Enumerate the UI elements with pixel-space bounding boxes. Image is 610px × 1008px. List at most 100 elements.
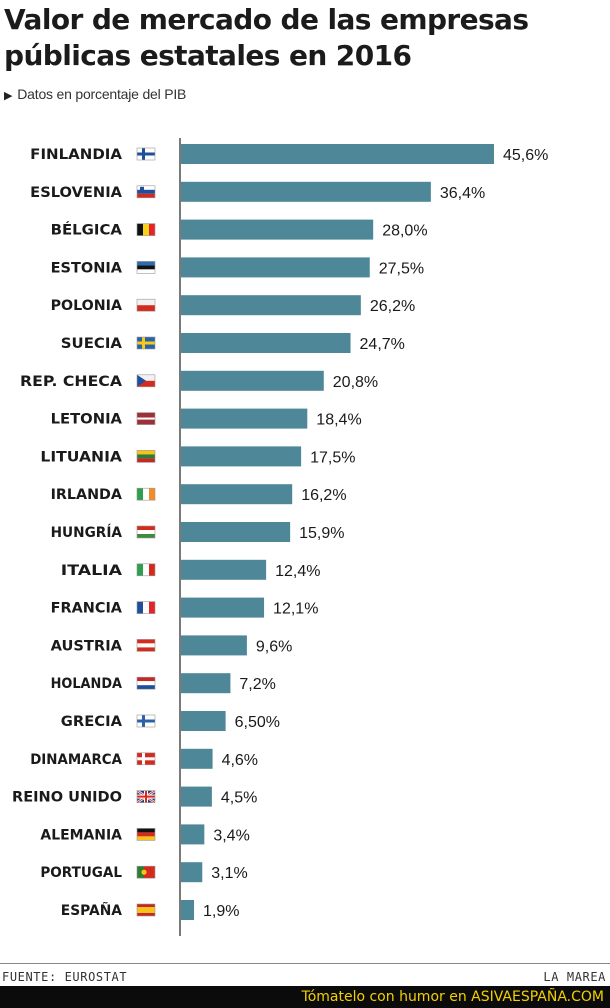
- bar: [181, 673, 231, 694]
- flag-part: [137, 412, 155, 418]
- source-note: FUENTE: EUROSTAT: [2, 970, 128, 984]
- flag-part: [137, 601, 143, 614]
- flag-part: [140, 186, 144, 192]
- flag-border: [136, 828, 156, 841]
- flag-border: [136, 487, 156, 501]
- hungary-flag-icon: [136, 525, 156, 539]
- flag-part: [137, 836, 155, 841]
- flag-part: [149, 601, 155, 614]
- category-label: HOLANDA: [51, 676, 123, 692]
- watermark-text[interactable]: Tómatelo con humor en ASIVAESPAÑA.COM: [301, 989, 604, 1005]
- bar: [181, 862, 203, 883]
- bar: [181, 181, 431, 202]
- bar: [181, 446, 302, 467]
- bar: [181, 333, 351, 353]
- category-label: HUNGRÍA: [51, 524, 123, 541]
- flag-part: [137, 913, 155, 916]
- uk-flag-icon: [136, 789, 156, 804]
- category-label: DINAMARCA: [30, 752, 122, 768]
- finland-flag-icon: [136, 147, 156, 161]
- flag-part: [137, 374, 146, 387]
- flag-border: [136, 374, 156, 388]
- publisher-name: LA MAREA: [543, 970, 606, 984]
- value-label: 15,9%: [299, 525, 344, 542]
- flag-part: [137, 832, 155, 837]
- value-label: 20,8%: [333, 374, 378, 391]
- category-label: LITUANIA: [40, 449, 122, 465]
- flag-part: [137, 904, 155, 907]
- value-label: 12,4%: [275, 563, 320, 580]
- flag-part: [137, 647, 155, 652]
- italy-flag-icon: [136, 563, 156, 577]
- bar: [181, 408, 308, 429]
- value-label: 28,0%: [382, 223, 427, 240]
- bar: [181, 484, 293, 505]
- flag-part: [137, 380, 155, 387]
- flag-part: [137, 719, 155, 723]
- flag-part: [137, 526, 155, 530]
- bar: [181, 900, 195, 920]
- greece-flag-icon: [136, 714, 156, 728]
- belgium-flag-icon: [136, 223, 156, 236]
- value-label: 12,1%: [273, 601, 318, 618]
- lithuania-flag-icon: [136, 450, 156, 463]
- footer-divider: [0, 963, 610, 964]
- flag-part: [137, 305, 155, 312]
- spain-flag-icon: [136, 903, 156, 917]
- flag-part: [137, 685, 155, 690]
- flag-part: [143, 488, 149, 501]
- bar: [181, 559, 267, 580]
- slovenia-flag-icon: [136, 185, 156, 199]
- flag-part: [137, 639, 155, 644]
- flag-border: [136, 714, 156, 728]
- flag-part: [137, 269, 155, 274]
- czech-flag-icon: [136, 374, 156, 388]
- value-label: 36,4%: [440, 185, 485, 202]
- bar: [181, 522, 291, 542]
- ireland-flag-icon: [136, 487, 156, 501]
- flag-border: [136, 261, 156, 274]
- flag-part: [144, 866, 155, 879]
- flag-border: [136, 752, 156, 766]
- flag-part: [137, 866, 144, 879]
- flag-part: [137, 563, 143, 576]
- sweden-flag-icon: [136, 336, 156, 350]
- flag-border: [136, 865, 156, 879]
- flag-border: [136, 147, 156, 161]
- flag-part: [137, 488, 143, 501]
- chart-subtitle: ▶ Datos en porcentaje del PIB: [4, 86, 186, 102]
- value-label: 45,6%: [503, 147, 548, 164]
- flag-part: [137, 265, 155, 270]
- flag-border: [136, 298, 156, 312]
- flag-part: [137, 185, 155, 190]
- value-label: 1,9%: [203, 903, 239, 920]
- category-label: POLONIA: [51, 298, 123, 314]
- flag-part: [137, 454, 155, 459]
- flag-part: [137, 189, 155, 194]
- flag-border: [136, 525, 156, 539]
- flag-part: [137, 677, 155, 682]
- bar: [181, 786, 212, 807]
- flag-part: [137, 530, 155, 534]
- flag-part: [137, 681, 155, 686]
- flag-part: [137, 757, 155, 761]
- category-label: ITALIA: [61, 563, 122, 579]
- value-label: 26,2%: [370, 298, 415, 315]
- value-label: 27,5%: [379, 260, 424, 277]
- bar: [181, 295, 361, 316]
- category-label: BÉLGICA: [51, 222, 123, 239]
- flag-border: [136, 412, 156, 425]
- austria-flag-icon: [136, 639, 156, 652]
- flag-part: [143, 563, 149, 576]
- watermark-banner[interactable]: Tómatelo con humor en ASIVAESPAÑA.COM: [0, 986, 610, 1008]
- category-label: SUECIA: [61, 336, 122, 352]
- flag-part: [149, 563, 155, 576]
- flag-part: [137, 643, 155, 648]
- flag-part: [149, 223, 155, 236]
- flag-part: [137, 450, 155, 455]
- flag-part: [143, 601, 149, 614]
- bar: [181, 824, 205, 845]
- flag-part: [149, 488, 155, 501]
- chart-title: Valor de mercado de las empresas pública…: [4, 3, 529, 72]
- france-flag-icon: [136, 601, 156, 614]
